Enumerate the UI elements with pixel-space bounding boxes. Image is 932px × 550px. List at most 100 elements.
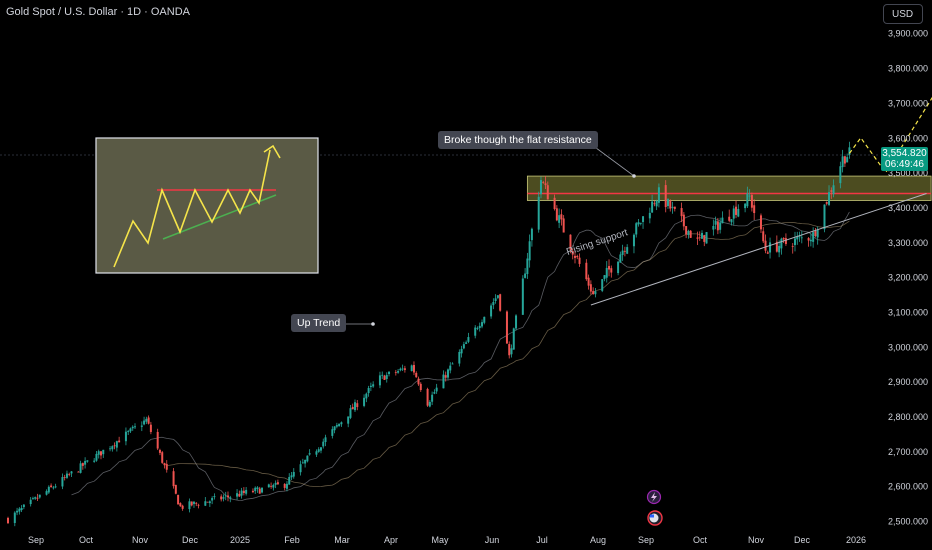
candle-body <box>539 180 542 195</box>
candle-body <box>242 490 245 494</box>
candle-body <box>494 298 497 302</box>
event-icons[interactable] <box>646 489 663 526</box>
candle-body <box>147 417 150 424</box>
candle-body <box>782 237 785 240</box>
candle-body <box>617 261 620 274</box>
candle-body <box>372 384 375 387</box>
candle-body <box>81 463 84 466</box>
candle-body <box>213 496 216 498</box>
candle-body <box>526 258 529 275</box>
candle-body <box>394 372 397 374</box>
candle-body <box>732 208 735 219</box>
price-axis[interactable]: 2,500.000 2,600.000 2,700.000 2,800.000 2,90… <box>888 29 928 527</box>
candle-body <box>79 463 82 473</box>
time-tick-label: Feb <box>284 535 300 545</box>
candle-body <box>192 501 195 504</box>
time-tick-label: Oct <box>79 535 94 545</box>
candle-body <box>823 204 826 230</box>
candle-body <box>610 268 613 273</box>
candle-body <box>735 206 738 215</box>
candle-body <box>304 459 307 464</box>
candle-body <box>537 196 540 230</box>
currency-button[interactable]: USD <box>883 4 923 24</box>
candle-body <box>515 315 518 329</box>
last-price-value: 3,554.820 <box>882 148 927 159</box>
candle-body <box>129 428 132 432</box>
price-tick-label: 2,500.000 <box>888 517 928 527</box>
candle-body <box>349 408 352 418</box>
candle-body <box>7 517 9 524</box>
candle-body <box>632 234 635 247</box>
candle-body <box>841 156 844 168</box>
candle-body <box>446 369 449 378</box>
candle-body <box>605 267 608 278</box>
candle-body <box>608 266 611 270</box>
resistance-zone-layer <box>526 175 932 201</box>
candle-body <box>322 441 325 447</box>
candle-body <box>410 365 413 372</box>
candle-body <box>163 463 166 466</box>
candle-body <box>846 157 849 163</box>
candle-body <box>465 342 468 344</box>
candle-body <box>356 403 359 408</box>
time-tick-label: Mar <box>334 535 350 545</box>
time-tick-label: Dec <box>182 535 199 545</box>
candle-body <box>558 215 561 223</box>
candle-body <box>270 485 273 487</box>
candle-body <box>403 368 406 370</box>
candle-body <box>462 344 465 349</box>
candle-body <box>109 448 112 450</box>
rising-support-label: Rising support <box>565 227 629 258</box>
candle-body <box>449 365 452 371</box>
candle-body <box>86 460 89 462</box>
candle-body <box>158 449 161 453</box>
candle-body <box>721 217 724 224</box>
candle-body <box>825 202 828 204</box>
candle-body <box>587 277 590 286</box>
candle-body <box>655 200 658 207</box>
candle-body <box>730 219 733 223</box>
time-tick-label: Nov <box>748 535 765 545</box>
candle-body <box>50 485 53 488</box>
candle-body <box>458 351 461 364</box>
candle-body <box>412 365 415 373</box>
candle-body <box>102 449 105 455</box>
candle-body <box>793 238 796 246</box>
time-tick-label: Sep <box>28 535 44 545</box>
candle-body <box>451 363 454 365</box>
candle-body <box>592 291 595 295</box>
candle-body <box>544 183 547 186</box>
candle-body <box>619 254 622 263</box>
candle-body <box>594 291 597 295</box>
candle-body <box>93 460 96 462</box>
candle-body <box>791 246 794 247</box>
moving-averages <box>71 211 850 502</box>
candle-body <box>317 449 320 452</box>
candle-body <box>435 387 438 392</box>
candle-body <box>555 208 558 221</box>
candle-body <box>70 471 73 474</box>
candle-body <box>68 474 71 475</box>
candle-body <box>433 392 436 394</box>
candle-body <box>505 311 508 344</box>
time-axis[interactable]: Sep Oct Nov Dec 2025 Feb Mar Apr May Jun Jul Aug Sep… <box>28 535 866 545</box>
resistance-break-callout: Broke though the flat resistance <box>438 131 598 149</box>
time-tick-label: Apr <box>384 535 398 545</box>
candle-body <box>145 418 148 422</box>
candle-body <box>585 262 588 280</box>
candle-body <box>77 471 80 473</box>
candle-body <box>331 429 334 436</box>
price-tick-label: 3,500.000 <box>888 168 928 178</box>
candle-body <box>642 216 645 223</box>
trend-callout-dot <box>371 322 375 326</box>
inset-arrowhead <box>263 144 281 159</box>
candle-body <box>682 214 685 227</box>
candle-body <box>648 212 651 219</box>
candle-body <box>766 252 769 254</box>
candle-body <box>578 257 581 264</box>
time-tick-label: Nov <box>132 535 149 545</box>
candle-body <box>181 505 184 509</box>
candle-body <box>483 316 486 323</box>
candle-body <box>848 147 851 155</box>
